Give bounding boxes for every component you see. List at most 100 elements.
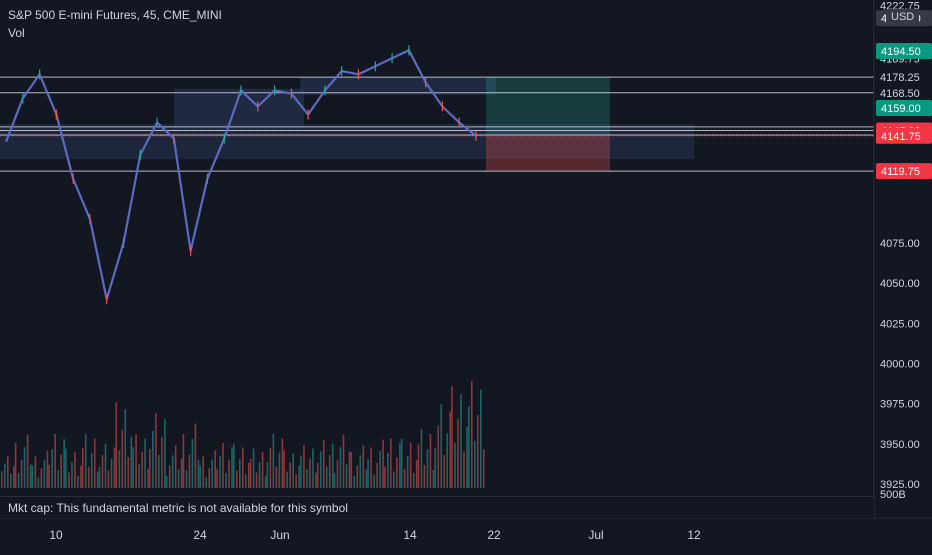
volume-bar xyxy=(399,443,401,488)
volume-bar xyxy=(480,389,482,488)
volume-bar xyxy=(468,406,470,488)
volume-bar xyxy=(466,426,468,488)
volume-bar xyxy=(98,466,101,488)
currency-badge[interactable]: USD xyxy=(886,9,920,25)
volume-bar xyxy=(295,474,297,488)
y-tick-label: 4178.25 xyxy=(880,72,920,84)
volume-bar xyxy=(168,465,171,488)
volume-bar xyxy=(155,413,157,488)
volume-bar xyxy=(219,455,221,488)
volume-bar xyxy=(225,473,227,488)
volume-bar xyxy=(454,443,456,488)
volume-bar xyxy=(449,411,452,488)
y-tick-label: 4050.00 xyxy=(880,278,920,290)
volume-label[interactable]: Vol xyxy=(8,26,25,40)
volume-bar xyxy=(236,470,238,488)
volume-bar xyxy=(345,464,348,488)
volume-bar xyxy=(333,473,336,488)
volume-bar xyxy=(446,433,449,488)
demand-zone xyxy=(0,124,694,159)
x-tick-label: 22 xyxy=(487,528,501,542)
volume-bar xyxy=(182,434,185,488)
volume-bar xyxy=(144,438,146,488)
volume-bar xyxy=(264,476,267,488)
volume-bar xyxy=(278,452,281,488)
volume-bar xyxy=(118,450,121,488)
volume-bar xyxy=(174,445,177,488)
volume-bar xyxy=(74,452,76,488)
volume-bar xyxy=(339,447,342,488)
volume-bar xyxy=(432,470,435,488)
volume-bar xyxy=(54,434,56,488)
volume-bar xyxy=(457,418,459,488)
volume-bar xyxy=(370,447,372,488)
price-tag-current xyxy=(876,127,932,144)
volume-bar xyxy=(51,449,53,488)
volume-bar xyxy=(180,458,183,488)
volume-bar xyxy=(477,415,479,488)
volume-bar xyxy=(138,464,140,488)
volume-bar xyxy=(185,470,188,488)
volume-bar xyxy=(26,434,29,488)
volume-bar xyxy=(113,447,116,488)
volume-bar xyxy=(409,443,412,488)
volume-bar xyxy=(406,455,409,488)
volume-bar xyxy=(31,465,34,488)
volume-bar xyxy=(71,462,73,488)
volume-bar xyxy=(23,447,26,488)
x-tick-label: 12 xyxy=(687,528,701,542)
volume-bar xyxy=(443,455,446,488)
volume-bar xyxy=(373,474,375,488)
volume-bar xyxy=(379,451,381,488)
y-tick-label: 4000.00 xyxy=(880,359,920,371)
volume-bar xyxy=(121,429,124,488)
x-tick-label: 24 xyxy=(193,528,207,542)
volume-bar xyxy=(211,459,214,488)
volume-bar xyxy=(13,466,15,488)
volume-bar xyxy=(316,462,319,488)
x-tick-label: 14 xyxy=(403,528,417,542)
volume-bar xyxy=(384,466,386,488)
volume-bar xyxy=(10,473,12,488)
symbol-title[interactable]: S&P 500 E-mini Futures, 45, CME_MINI xyxy=(8,8,222,22)
volume-bar xyxy=(331,443,334,488)
status-bar: Mkt cap: This fundamental metric is not … xyxy=(0,496,874,518)
volume-bar xyxy=(132,447,134,488)
volume-bar xyxy=(57,470,59,488)
volume-bar xyxy=(110,459,113,488)
volume-bar xyxy=(348,451,351,488)
volume-bar xyxy=(417,444,420,488)
volume-bar xyxy=(233,443,235,488)
volume-bar xyxy=(194,423,197,488)
volume-bar xyxy=(208,468,211,488)
volume-bar xyxy=(390,438,392,488)
y-tick-label: 3925.00 xyxy=(880,479,920,491)
volume-bar xyxy=(205,477,208,488)
volume-bar xyxy=(306,469,308,488)
volume-bar xyxy=(77,476,79,488)
volume-bar xyxy=(255,472,258,488)
volume-axis-label: 500B xyxy=(880,489,906,501)
volume-bar xyxy=(188,454,191,488)
supply-zone-upper xyxy=(300,77,496,95)
volume-bar xyxy=(309,458,311,488)
volume-bar xyxy=(29,464,32,488)
volume-bar xyxy=(471,380,473,488)
volume-bar xyxy=(412,473,415,488)
volume-bar xyxy=(315,472,317,488)
volume-bar xyxy=(177,469,180,488)
volume-bar xyxy=(403,468,406,488)
volume-bar xyxy=(141,451,143,488)
volume-bar xyxy=(37,477,40,488)
volume-bar xyxy=(249,458,252,488)
volume-bar xyxy=(161,437,163,488)
volume-bar xyxy=(342,434,345,488)
volume-bar xyxy=(84,433,87,488)
volume-bar xyxy=(197,459,200,488)
volume-bar xyxy=(325,466,328,488)
volume-bar xyxy=(46,450,49,488)
volume-bar xyxy=(336,460,339,488)
volume-bar xyxy=(252,448,255,488)
